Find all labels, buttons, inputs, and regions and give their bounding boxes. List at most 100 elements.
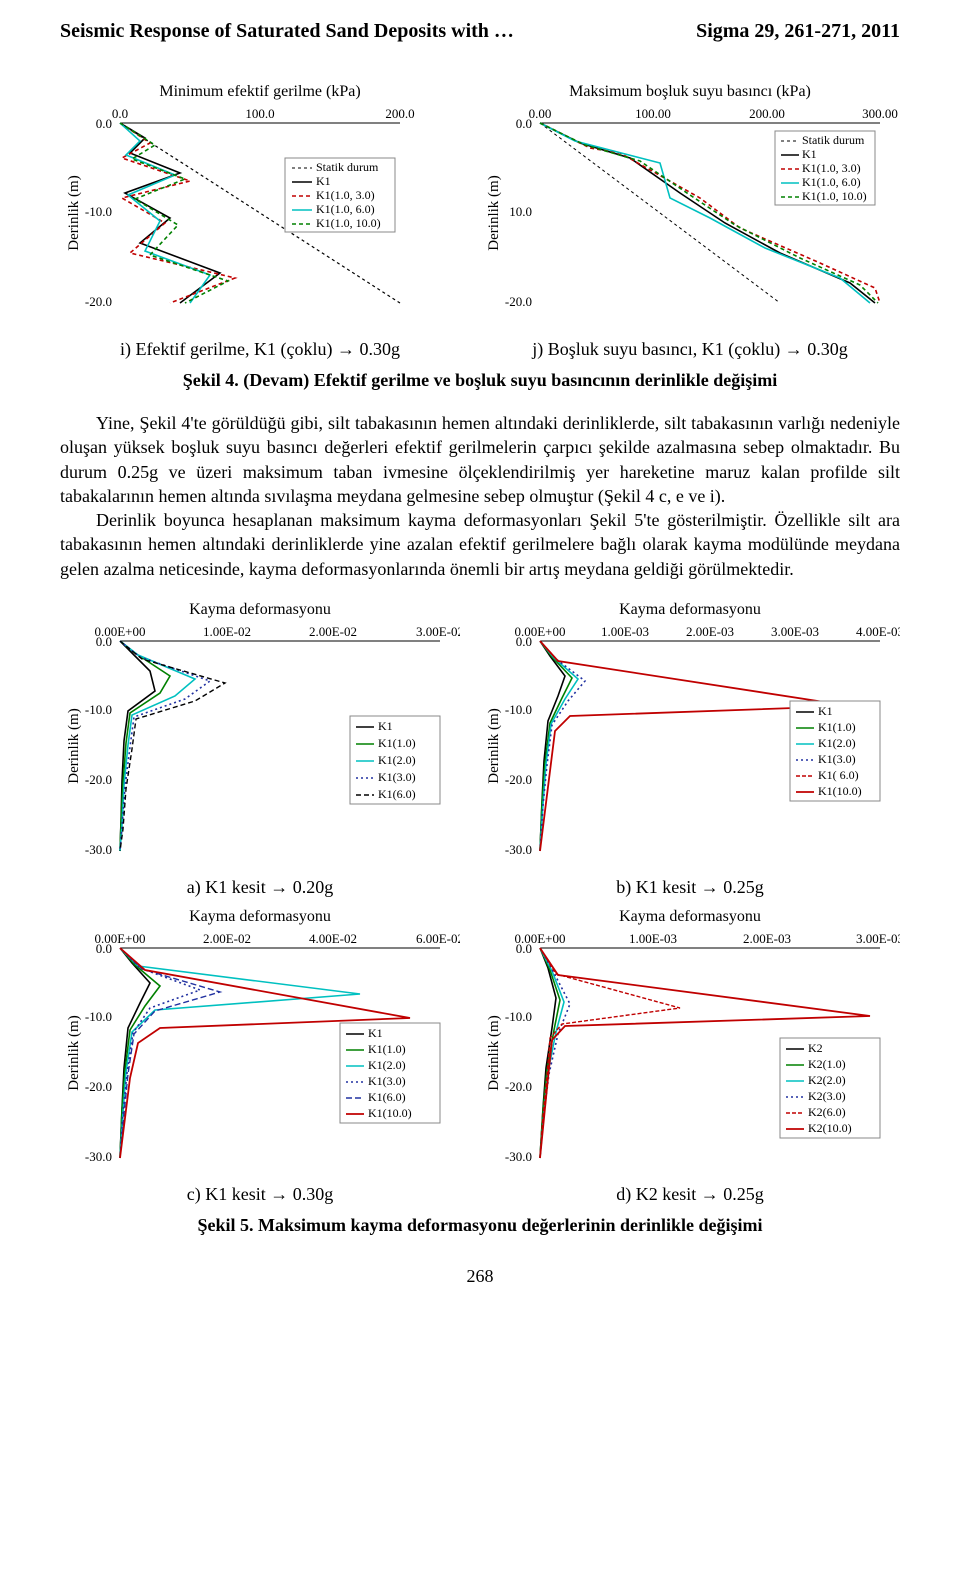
chart-j-title: Maksimum boşluk suyu basıncı (kPa) [569, 83, 811, 101]
tick: -30.0 [505, 1149, 532, 1164]
tick: 300.00 [862, 106, 898, 121]
tick: -30.0 [85, 842, 112, 857]
series-k16 [120, 641, 225, 851]
legend-item: K1 [316, 174, 331, 188]
legend-item: K1(1.0, 10.0) [316, 216, 381, 230]
legend-item: K2(6.0) [808, 1105, 846, 1119]
series-cyan [120, 948, 360, 1158]
tick: 0.00 [529, 106, 552, 121]
tick: -20.0 [505, 772, 532, 787]
chart-a-svg: 0.00E+00 1.00E-02 2.00E-02 3.00E-02 0.0 … [60, 621, 460, 871]
tick: 10.0 [509, 204, 532, 219]
chart-i: Minimum efektif gerilme (kPa) 0.0 100.0 … [60, 83, 460, 360]
tick: 100.0 [245, 106, 274, 121]
body-text: Yine, Şekil 4'te görüldüğü gibi, silt ta… [60, 411, 900, 581]
tick: 0.0 [96, 941, 112, 956]
chart-b-caption: b) K1 kesit → 0.25g [616, 877, 764, 898]
tick: 2.00E-02 [309, 624, 357, 639]
tick: -10.0 [505, 1009, 532, 1024]
fig4-caption-text: Şekil 4. (Devam) Efektif gerilme ve boşl… [183, 370, 778, 390]
tick: 2.00E-03 [743, 931, 791, 946]
header-left: Seismic Response of Saturated Sand Depos… [60, 20, 514, 43]
tick: 0.0 [96, 634, 112, 649]
chart-j-svg: 0.00 100.00 200.00 300.00 0.0 10.0 -20.0… [480, 103, 900, 333]
bottom-chart-row: Kayma deformasyonu 0.00E+00 2.00E-02 4.0… [60, 908, 900, 1205]
chart-i-svg: 0.0 100.0 200.0 0.0 -10.0 -20.0 Derinlik… [60, 103, 460, 333]
chart-i-title: Minimum efektif gerilme (kPa) [159, 83, 360, 101]
series-red [120, 123, 235, 303]
tick: -10.0 [85, 1009, 112, 1024]
legend-item: K1(3.0) [818, 752, 856, 766]
legend-item: Statik durum [316, 160, 379, 174]
legend-item: K1 [802, 147, 817, 161]
legend-item: K1(2.0) [368, 1058, 406, 1072]
chart-b: Kayma deformasyonu 0.00E+00 1.00E-03 2.0… [480, 601, 900, 898]
tick: -10.0 [85, 204, 112, 219]
tick: -20.0 [505, 1079, 532, 1094]
page-header: Seismic Response of Saturated Sand Depos… [60, 20, 900, 43]
chart-c-title: Kayma deformasyonu [189, 908, 331, 926]
y-axis-label: Derinlik (m) [486, 175, 502, 250]
legend-item: K1 [818, 704, 833, 718]
tick: 0.0 [516, 634, 532, 649]
series-k1 [120, 123, 220, 303]
chart-a-caption: a) K1 kesit → 0.20g [187, 877, 333, 898]
chart-b-title: Kayma deformasyonu [619, 601, 761, 619]
figure-5-caption: Şekil 5. Maksimum kayma deformasyonu değ… [60, 1215, 900, 1236]
legend-item: K2(2.0) [808, 1073, 846, 1087]
mid-chart-row: Kayma deformasyonu 0.00E+00 1.00E-02 2.0… [60, 601, 900, 898]
tick: -30.0 [505, 842, 532, 857]
tick: -20.0 [85, 772, 112, 787]
tick: 6.00E-02 [416, 931, 460, 946]
tick: 2.00E-03 [686, 624, 734, 639]
top-chart-row: Minimum efektif gerilme (kPa) 0.0 100.0 … [60, 83, 900, 360]
chart-j-caption: j) Boşluk suyu basıncı, K1 (çoklu) → 0.3… [532, 339, 847, 360]
tick: 200.00 [749, 106, 785, 121]
tick: -10.0 [85, 702, 112, 717]
y-axis-label: Derinlik (m) [66, 175, 82, 250]
tick: 1.00E-03 [629, 931, 677, 946]
legend-item: K1( 6.0) [818, 768, 859, 782]
series-red-dash [540, 948, 680, 1158]
legend-item: K1(3.0) [368, 1074, 406, 1088]
tick: -20.0 [505, 294, 532, 309]
legend-item: K1(1.0) [378, 736, 416, 750]
tick: 0.0 [516, 116, 532, 131]
chart-a: Kayma deformasyonu 0.00E+00 1.00E-02 2.0… [60, 601, 460, 898]
tick: 2.00E-02 [203, 931, 251, 946]
series-cyan [120, 641, 195, 851]
legend-item: K1 [368, 1026, 383, 1040]
y-axis-label: Derinlik (m) [66, 708, 82, 783]
tick: 0.0 [96, 116, 112, 131]
chart-d-svg: 0.00E+00 1.00E-03 2.00E-03 3.00E-03 0.0 … [480, 928, 900, 1178]
tick: 1.00E-02 [203, 624, 251, 639]
legend-item: K2 [808, 1041, 823, 1055]
legend-item: K1(2.0) [378, 753, 416, 767]
legend-item: K1(10.0) [368, 1106, 412, 1120]
tick: 200.0 [385, 106, 414, 121]
page-number: 268 [60, 1266, 900, 1287]
legend-item: K1 [378, 719, 393, 733]
tick: 0.0 [112, 106, 128, 121]
legend-item: K2(10.0) [808, 1121, 852, 1135]
legend-item: K1(6.0) [378, 787, 416, 801]
tick: 3.00E-03 [856, 931, 900, 946]
tick: -30.0 [85, 1149, 112, 1164]
tick: 4.00E-03 [856, 624, 900, 639]
legend-item: K1(1.0, 10.0) [802, 189, 867, 203]
legend-item: K1(1.0) [368, 1042, 406, 1056]
chart-d-caption: d) K2 kesit → 0.25g [616, 1184, 764, 1205]
chart-c-svg: 0.00E+00 2.00E-02 4.00E-02 6.00E-02 0.0 … [60, 928, 460, 1178]
legend-item: K1(1.0, 3.0) [316, 188, 375, 202]
tick: 1.00E-03 [601, 624, 649, 639]
legend-item: K1(1.0, 3.0) [802, 161, 861, 175]
tick: 100.00 [635, 106, 671, 121]
chart-c-caption: c) K1 kesit → 0.30g [187, 1184, 333, 1205]
legend-item: K1(1.0, 6.0) [316, 202, 375, 216]
y-axis-label: Derinlik (m) [486, 708, 502, 783]
tick: -10.0 [505, 702, 532, 717]
figure-4-caption: Şekil 4. (Devam) Efektif gerilme ve boşl… [60, 370, 900, 391]
tick: 3.00E-02 [416, 624, 460, 639]
fig5-caption-text: Şekil 5. Maksimum kayma deformasyonu değ… [197, 1215, 762, 1235]
chart-a-title: Kayma deformasyonu [189, 601, 331, 619]
